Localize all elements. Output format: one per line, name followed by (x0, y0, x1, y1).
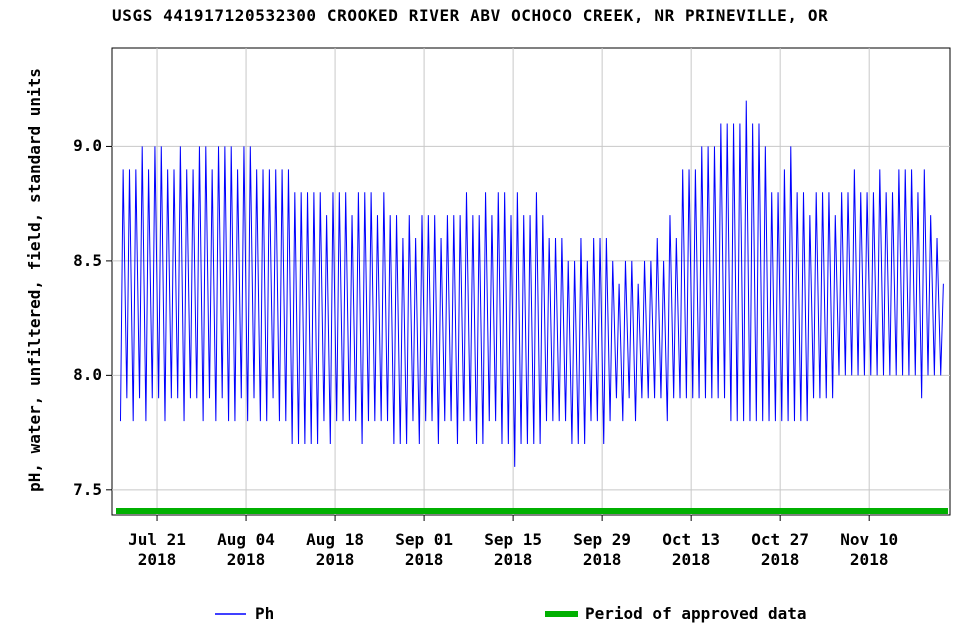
x-tick-label: Oct 13 2018 (662, 530, 721, 569)
x-tick-label: Sep 15 2018 (484, 530, 542, 569)
x-tick-label: Sep 01 2018 (395, 530, 453, 569)
x-tick-label: Sep 29 2018 (573, 530, 632, 569)
data-line (119, 100, 944, 467)
x-tick-label: Oct 27 2018 (751, 530, 810, 569)
y-tick-label: 8.5 (73, 250, 102, 270)
legend-label: Ph (255, 604, 275, 623)
x-tick-label: Aug 18 2018 (306, 530, 364, 569)
y-tick-label: 7.5 (73, 479, 102, 499)
legend-label: Period of approved data (585, 604, 807, 623)
y-tick-label: 8.0 (73, 365, 102, 385)
chart-title: USGS 441917120532300 CROOKED RIVER ABV O… (112, 6, 829, 25)
plot-frame (111, 47, 951, 516)
x-tick-label: Nov 10 2018 (840, 530, 899, 569)
y-tick-label: 9.0 (73, 136, 102, 156)
y-axis-label: pH, water, unfiltered, field, standard u… (25, 68, 44, 492)
x-tick-label: Aug 04 2018 (217, 530, 275, 569)
x-tick-label: Jul 21 2018 (128, 530, 186, 569)
